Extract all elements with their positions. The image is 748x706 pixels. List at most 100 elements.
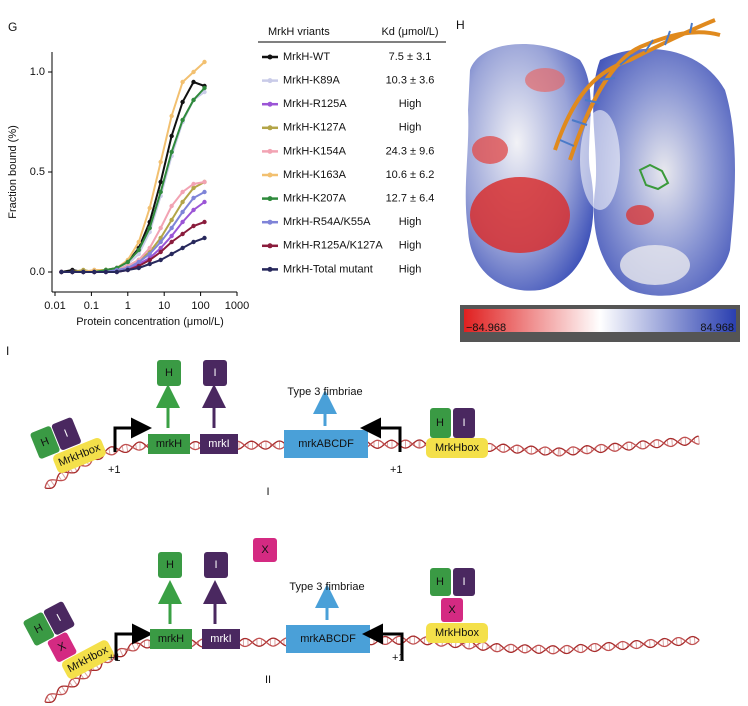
diagram-i: H I MrkHbox +1 mrkH mrkI mrkABCDF H I Ty… — [30, 360, 488, 498]
data-point — [136, 251, 141, 257]
protein-label: H — [436, 576, 444, 588]
data-point — [180, 231, 185, 237]
series-line — [61, 80, 205, 273]
data-point — [169, 251, 174, 257]
data-point — [202, 85, 207, 91]
data-point — [125, 267, 130, 273]
left-complex: H I X MrkHbox — [23, 601, 114, 679]
gene-box — [200, 434, 238, 454]
data-point — [202, 235, 207, 241]
legend-swatch — [267, 78, 273, 84]
x-tick-label: 0.1 — [84, 300, 99, 312]
ligand — [638, 163, 670, 191]
legend-swatch — [267, 243, 273, 249]
table-header: Kd (μmol/L) — [381, 26, 438, 38]
legend-label: MrkH-K207A — [283, 193, 347, 205]
gene-box — [202, 629, 240, 649]
kd-table: MrkH vriants Kd (μmol/L) MrkH-WT 7.5 ± 3.… — [258, 26, 446, 275]
protein-i — [453, 568, 475, 596]
data-point — [180, 117, 185, 123]
legend-swatch — [267, 172, 273, 178]
legend-label: MrkH-R125A/K127A — [283, 240, 383, 252]
panel-label: H — [456, 18, 465, 32]
gene-label: mrkH — [156, 438, 182, 450]
surface-patch — [620, 245, 690, 285]
promoter-arrow — [114, 623, 153, 660]
data-point — [180, 209, 185, 215]
kd-value: 24.3 ± 9.6 — [386, 145, 435, 157]
data-point — [147, 257, 152, 263]
data-point — [114, 269, 120, 275]
protein-i — [203, 360, 227, 386]
data-point — [191, 97, 196, 103]
data-point — [191, 185, 196, 191]
data-point — [191, 69, 196, 75]
promoter-arrow — [360, 417, 402, 452]
box-label: MrkHbox — [435, 627, 480, 639]
tss-label: +1 — [108, 652, 121, 664]
data-point — [158, 189, 163, 195]
x-tick-label: 100 — [191, 300, 209, 312]
y-tick-label: 1.0 — [30, 66, 45, 78]
legend-swatch — [267, 196, 273, 202]
kd-value: High — [399, 216, 422, 228]
data-point — [136, 265, 141, 271]
surface-patch — [525, 68, 565, 92]
data-point — [169, 233, 174, 239]
y-axis-label: Fraction bound (%) — [7, 125, 19, 219]
gene-box — [148, 434, 190, 454]
protein-x — [253, 538, 277, 562]
data-point — [180, 79, 185, 85]
protein-h — [430, 408, 451, 438]
gene-label: mrkI — [210, 633, 231, 645]
dna-layer — [44, 435, 700, 704]
protein-label: I — [462, 417, 465, 429]
dna-strand — [44, 436, 700, 489]
x-tick-label: 1000 — [225, 300, 249, 312]
protein-x — [441, 598, 463, 622]
data-point — [136, 247, 141, 253]
data-point — [180, 219, 185, 225]
surface-patch — [470, 177, 570, 253]
data-point — [125, 259, 130, 265]
kd-value: High — [399, 240, 422, 252]
fimbriae-label: Type 3 fimbriae — [287, 386, 362, 398]
legend-swatch — [267, 266, 273, 272]
promoter-arrow — [113, 417, 152, 452]
data-point — [202, 179, 207, 185]
protein-label: I — [63, 428, 70, 440]
dna-strand — [568, 30, 721, 161]
data-point — [81, 269, 86, 275]
colorbar — [464, 309, 736, 332]
panel-label: I — [6, 344, 9, 358]
data-point — [158, 225, 163, 231]
y-tick-label: 0.5 — [30, 166, 45, 178]
table-header: MrkH vriants — [268, 26, 330, 38]
protein-label: X — [261, 544, 269, 556]
data-point — [191, 181, 196, 187]
legend-swatch — [267, 54, 273, 60]
data-point — [59, 269, 64, 275]
data-point — [169, 239, 174, 245]
gene-label: mrkH — [158, 633, 184, 645]
protein-i — [51, 417, 81, 451]
kd-value: 12.7 ± 6.4 — [386, 193, 435, 205]
protein-h — [158, 552, 182, 578]
data-point — [202, 219, 207, 225]
series-line — [61, 87, 206, 273]
data-point — [202, 59, 207, 65]
panel-label: G — [8, 20, 17, 34]
data-point — [147, 225, 152, 231]
series-line — [61, 61, 206, 273]
kd-value: 10.6 ± 6.2 — [386, 169, 435, 181]
kd-value: High — [399, 263, 422, 275]
legend-label: MrkH-Total mutant — [283, 263, 373, 275]
data-point — [136, 239, 141, 245]
left-complex: H I MrkHbox — [30, 417, 106, 473]
y-tick-label: 0.0 — [30, 266, 45, 278]
tss-label: +1 — [108, 464, 121, 476]
protein-surface — [465, 18, 735, 296]
data-point — [70, 269, 75, 275]
colorbar-label: 84.968 — [700, 322, 734, 334]
data-point — [202, 199, 207, 205]
